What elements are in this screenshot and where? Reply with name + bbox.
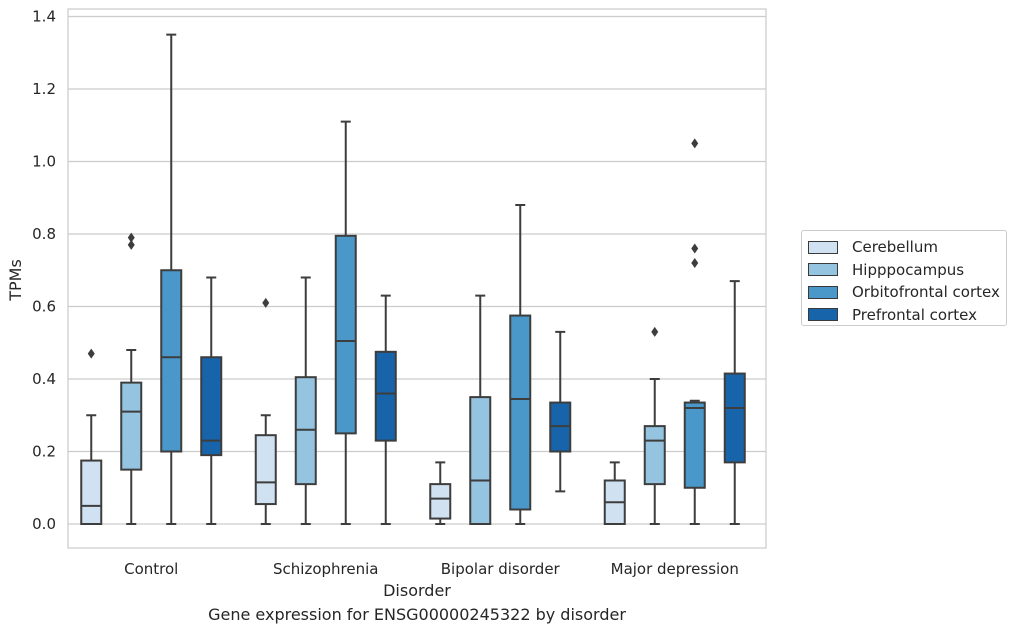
box-iqr bbox=[469, 396, 492, 525]
outlier-point bbox=[127, 232, 135, 243]
y-tick-label: 1.2 bbox=[32, 80, 56, 98]
box-cerebellum bbox=[429, 461, 452, 525]
box-prefrontal-cortex bbox=[549, 330, 572, 493]
x-tick-label: Major depression bbox=[611, 560, 739, 578]
figure-caption: Gene expression for ENSG00000245322 by d… bbox=[208, 605, 626, 624]
box-iqr bbox=[643, 425, 666, 486]
box-iqr bbox=[683, 401, 706, 489]
y-axis-label: TPMs bbox=[6, 259, 25, 302]
box-iqr bbox=[80, 459, 103, 525]
y-tick-label: 0.6 bbox=[32, 298, 56, 316]
outlier-point bbox=[691, 138, 699, 149]
box-iqr bbox=[509, 314, 532, 511]
box-prefrontal-cortex bbox=[723, 280, 746, 525]
box-iqr bbox=[160, 269, 183, 453]
legend-label: Hipppocampus bbox=[852, 260, 965, 279]
plot-area-frame bbox=[67, 8, 767, 549]
box-iqr bbox=[200, 356, 223, 457]
y-tick-label: 0.8 bbox=[32, 225, 56, 243]
legend: Cerebellum Hipppocampus Orbitofrontal cort… bbox=[801, 230, 1007, 326]
outlier-point bbox=[691, 243, 699, 254]
box-orbitofrontal-cortex bbox=[509, 204, 532, 525]
y-tick-label: 1.0 bbox=[32, 153, 56, 171]
y-tick-label: 0.2 bbox=[32, 443, 56, 461]
x-axis-label: Disorder bbox=[383, 581, 451, 600]
box-orbitofrontal-cortex bbox=[334, 120, 357, 525]
box-cerebellum bbox=[254, 297, 277, 525]
box-iqr bbox=[723, 372, 746, 464]
box-iqr bbox=[334, 234, 357, 435]
y-tick-labels: 0.0 0.2 0.4 0.6 0.8 1.0 1.2 1.4 bbox=[32, 8, 56, 534]
y-tick-label: 1.4 bbox=[32, 8, 56, 26]
legend-swatch bbox=[808, 285, 838, 299]
box-hipppocampus bbox=[469, 294, 492, 525]
box-iqr bbox=[429, 483, 452, 520]
box-orbitofrontal-cortex bbox=[683, 138, 706, 525]
outlier-point bbox=[691, 258, 699, 268]
gridlines bbox=[68, 15, 766, 525]
y-tick-label: 0.4 bbox=[32, 370, 56, 388]
legend-item: Orbitofrontal cortex bbox=[808, 281, 1006, 304]
legend-swatch bbox=[808, 308, 838, 322]
box-series bbox=[80, 33, 746, 525]
outlier-point bbox=[651, 326, 659, 337]
x-tick-label: Control bbox=[124, 560, 178, 578]
box-prefrontal-cortex bbox=[200, 276, 223, 525]
legend-item: Hipppocampus bbox=[808, 259, 1006, 282]
legend-label: Cerebellum bbox=[852, 238, 938, 257]
legend-swatch bbox=[808, 263, 838, 277]
x-tick-label: Bipolar disorder bbox=[441, 560, 561, 578]
box-cerebellum bbox=[80, 348, 103, 525]
legend-item: Prefrontal cortex bbox=[808, 304, 1006, 327]
outlier-point bbox=[87, 348, 95, 359]
box-prefrontal-cortex bbox=[374, 294, 397, 525]
box-hipppocampus bbox=[294, 276, 317, 525]
box-cerebellum bbox=[603, 461, 626, 525]
outlier-point bbox=[127, 239, 135, 250]
legend-item: Cerebellum bbox=[808, 236, 1006, 259]
box-iqr bbox=[254, 434, 277, 506]
legend-swatch bbox=[808, 240, 838, 254]
x-tick-labels: Control Schizophrenia Bipolar disorder Majo… bbox=[124, 560, 739, 578]
legend-label: Orbitofrontal cortex bbox=[852, 283, 1000, 302]
box-iqr bbox=[120, 381, 143, 471]
box-hipppocampus bbox=[120, 232, 143, 525]
box-orbitofrontal-cortex bbox=[160, 33, 183, 525]
legend-label: Prefrontal cortex bbox=[852, 305, 977, 324]
x-tick-label: Schizophrenia bbox=[273, 560, 378, 578]
box-iqr bbox=[374, 350, 397, 442]
outlier-point bbox=[262, 297, 270, 308]
box-hipppocampus bbox=[643, 326, 666, 525]
y-tick-label: 0.0 bbox=[32, 515, 56, 533]
